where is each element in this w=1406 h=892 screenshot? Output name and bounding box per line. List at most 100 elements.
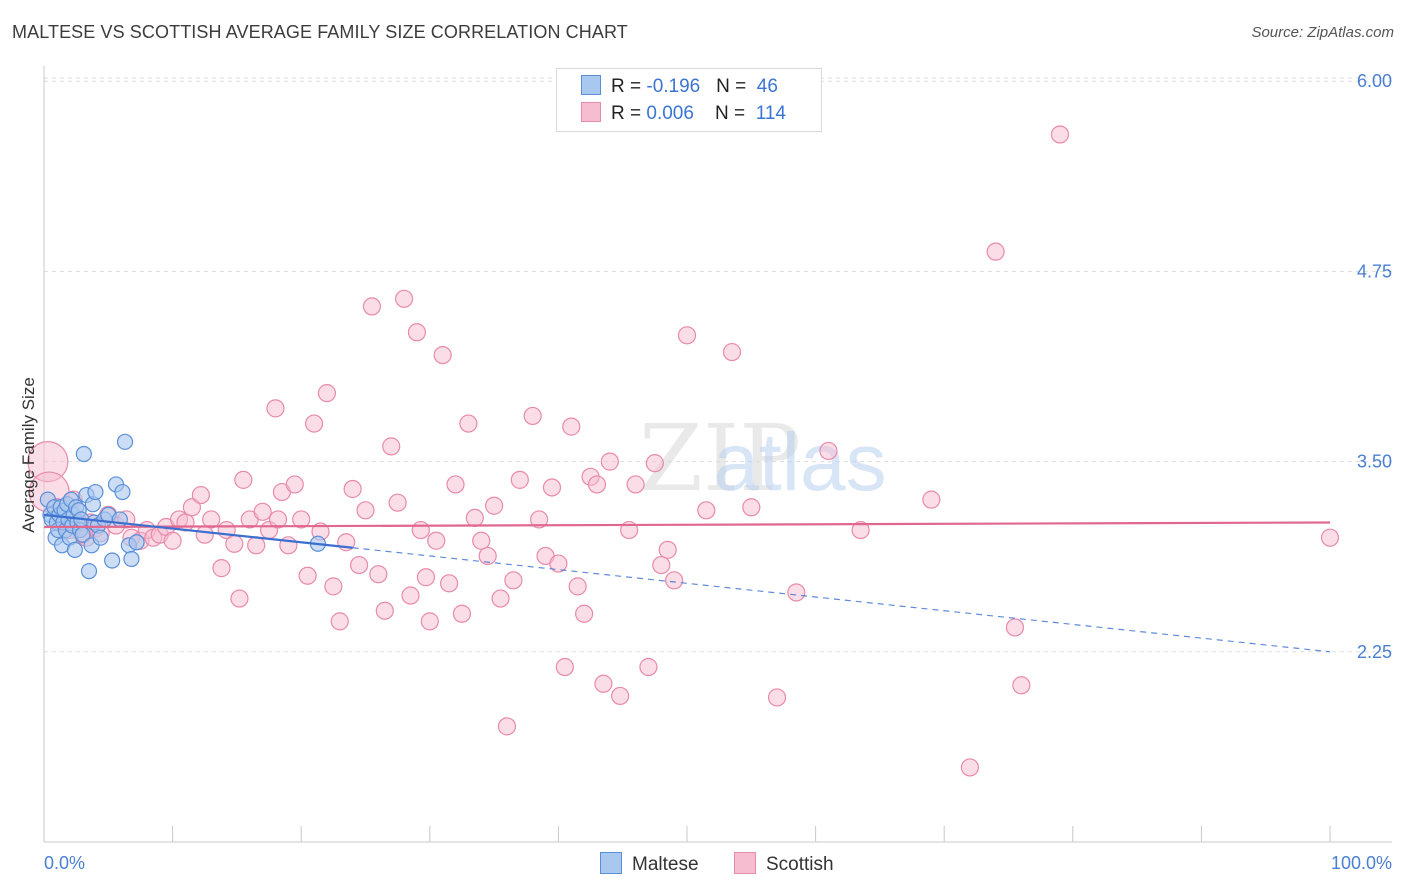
r-label: R =	[611, 76, 647, 97]
scottish-point	[568, 577, 587, 596]
scottish-point	[202, 510, 221, 529]
scottish-point	[317, 384, 337, 403]
stats-legend: R = -0.196 N = 46 R = 0.006 N = 114	[556, 68, 822, 132]
x-tick-label: 100.0%	[1331, 853, 1392, 873]
maltese-point	[92, 529, 109, 546]
scottish-point	[182, 498, 201, 517]
scottish-point	[439, 574, 459, 593]
scottish-point	[1005, 618, 1025, 637]
scottish-point	[652, 555, 671, 575]
n-label: N =	[715, 103, 751, 124]
scottish-point	[234, 470, 253, 489]
scottish-point	[446, 475, 465, 494]
scottish-point	[697, 501, 716, 520]
maltese-point	[128, 534, 145, 551]
scottish-point	[407, 323, 427, 342]
maltese-point	[87, 483, 104, 501]
n-value-scottish: 114	[755, 103, 786, 124]
scottish-point	[459, 414, 478, 433]
bottom-legend-maltese: Maltese	[600, 852, 699, 876]
r-value-maltese: -0.196	[646, 76, 701, 97]
y-axis-label: Average Family Size	[19, 377, 38, 533]
scottish-point	[452, 604, 472, 623]
scottish-point	[639, 657, 658, 677]
scottish-point	[986, 242, 1005, 261]
trend-lines	[43, 513, 1331, 653]
scottish-point	[658, 540, 677, 559]
scottish-point	[851, 520, 870, 540]
scottish-point	[349, 555, 369, 575]
scottish-point	[324, 577, 343, 596]
scottish-point	[253, 502, 272, 521]
grid-lines	[44, 77, 1392, 653]
maltese-point	[116, 433, 134, 450]
scottish-point	[485, 496, 504, 515]
scottish-point	[225, 534, 244, 553]
scottish-point	[433, 345, 452, 365]
legend-row-maltese: R = -0.196 N = 46	[581, 75, 778, 98]
x-tick-label: 0.0%	[44, 853, 85, 873]
maltese-legend-swatch	[600, 852, 622, 874]
scottish-point	[530, 510, 549, 529]
y-tick-label: 2.25	[1357, 642, 1392, 662]
scottish-point	[411, 520, 430, 540]
scottish-point	[497, 717, 517, 736]
maltese-point	[66, 541, 83, 558]
scottish-point	[268, 510, 288, 529]
scottish-point	[819, 441, 838, 461]
scottish-point	[626, 475, 645, 494]
scottish-trend-line	[43, 521, 1331, 529]
scottish-point	[285, 475, 304, 494]
scottish-point	[266, 399, 285, 418]
scottish-point	[504, 571, 523, 590]
scottish-point	[465, 508, 484, 528]
r-label: R =	[611, 103, 647, 124]
scottish-point	[960, 758, 980, 777]
r-value-scottish: 0.006	[646, 103, 694, 124]
scottish-point	[427, 531, 446, 550]
scottish-point	[594, 674, 613, 693]
scottish-point	[298, 566, 317, 585]
scottish-point	[394, 289, 414, 308]
scottish-point	[330, 612, 349, 631]
scottish-point	[787, 583, 806, 602]
scottish-point	[767, 688, 787, 707]
watermark: ZIP	[639, 405, 801, 512]
scottish-point	[677, 326, 697, 345]
legend-row-scottish: R = 0.006 N = 114	[581, 102, 786, 125]
y-tick-label: 6.00	[1357, 71, 1392, 91]
scottish-point	[292, 510, 311, 529]
scottish-point	[523, 406, 542, 426]
maltese-point	[114, 483, 131, 501]
scottish-point	[247, 536, 266, 555]
scottish-point	[510, 470, 529, 489]
scottish-point	[416, 568, 436, 587]
scottish-point	[191, 485, 210, 505]
scottish-point	[472, 531, 491, 550]
scottish-point	[420, 612, 439, 631]
scottish-point	[575, 604, 594, 623]
tick-labels: 6.00 4.75 3.50 2.25 0.0% 100.0%	[44, 71, 1392, 873]
maltese-legend-label: Maltese	[632, 854, 699, 875]
scottish-point	[356, 501, 375, 520]
scottish-point	[195, 525, 214, 544]
bottom-legend-scottish: Scottish	[734, 852, 834, 876]
y-tick-label: 3.50	[1357, 452, 1392, 472]
scottish-point	[1050, 125, 1070, 144]
scottish-point	[922, 490, 941, 509]
scottish-legend-swatch	[734, 852, 756, 874]
scottish-point	[375, 601, 394, 620]
scottish-legend-label: Scottish	[766, 854, 834, 875]
watermark-atlas: atlas	[713, 417, 886, 508]
maltese-point	[75, 445, 92, 463]
maltese-point	[80, 563, 98, 580]
scottish-point	[600, 452, 619, 471]
maltese-trend-line-solid	[43, 513, 353, 549]
scottish-point	[304, 414, 324, 433]
scottish-point	[401, 586, 420, 605]
scottish-point	[491, 589, 510, 608]
n-label: N =	[716, 76, 752, 97]
y-tick-label: 4.75	[1357, 261, 1392, 281]
scottish-point	[542, 478, 562, 497]
